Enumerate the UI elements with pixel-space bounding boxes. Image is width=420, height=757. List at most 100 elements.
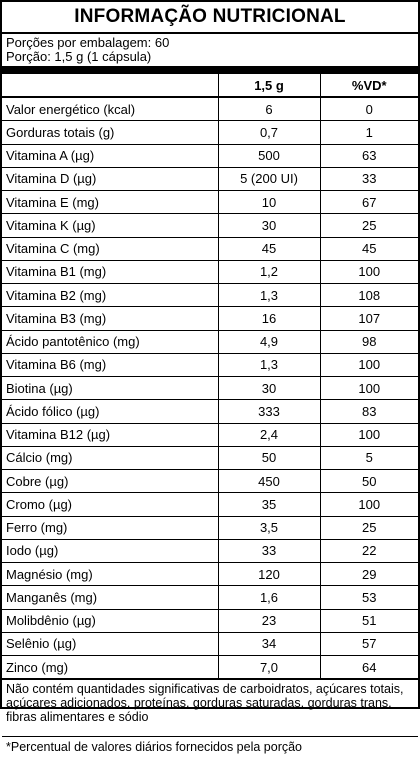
nutrient-dv: 0 bbox=[319, 97, 418, 122]
nutrient-amount: 1,2 bbox=[217, 260, 320, 285]
table-row: Valor energético (kcal) 6 0 bbox=[2, 97, 418, 122]
label-title: INFORMAÇÃO NUTRICIONAL bbox=[74, 6, 346, 27]
nutrient-name: Ferro (mg) bbox=[2, 516, 218, 540]
nutrient-name: Iodo (µg) bbox=[2, 539, 218, 564]
header-dv: %VD* bbox=[319, 74, 418, 98]
nutrient-name: Cromo (µg) bbox=[2, 492, 218, 517]
nutrient-dv: 83 bbox=[319, 399, 418, 424]
nutrient-amount: 333 bbox=[217, 399, 320, 424]
nutrient-dv: 108 bbox=[319, 283, 418, 308]
nutrient-dv: 1 bbox=[319, 120, 418, 145]
nutrient-amount: 50 bbox=[217, 446, 320, 471]
nutrient-dv: 5 bbox=[319, 446, 418, 471]
table-row: Biotina (µg) 30 100 bbox=[2, 376, 418, 401]
nutrient-dv: 100 bbox=[319, 260, 418, 285]
table-header-row: 1,5 g %VD* bbox=[2, 74, 418, 98]
nutrient-amount: 4,9 bbox=[217, 330, 320, 354]
not-significant-note: Não contém quantidades significativas de… bbox=[2, 678, 418, 736]
nutrient-dv: 29 bbox=[319, 562, 418, 587]
nutrient-name: Biotina (µg) bbox=[2, 376, 218, 401]
serving-size: Porção: 1,5 g (1 cápsula) bbox=[6, 49, 152, 64]
nutrient-table: 1,5 g %VD* Valor energético (kcal) 6 0 Gord… bbox=[2, 74, 418, 679]
nutrient-name: Vitamina B1 (mg) bbox=[2, 260, 218, 285]
table-row: Manganês (mg) 1,6 53 bbox=[2, 585, 418, 610]
table-row: Molibdênio (µg) 23 51 bbox=[2, 609, 418, 633]
nutrient-name: Vitamina E (mg) bbox=[2, 190, 218, 215]
nutrient-dv: 100 bbox=[319, 376, 418, 401]
nutrient-dv: 100 bbox=[319, 423, 418, 447]
header-amount: 1,5 g bbox=[217, 74, 320, 98]
dv-footnote: *Percentual de valores diários fornecido… bbox=[2, 736, 418, 757]
nutrient-name: Cálcio (mg) bbox=[2, 446, 218, 471]
table-row: Cálcio (mg) 50 5 bbox=[2, 446, 418, 471]
table-row: Vitamina B6 (mg) 1,3 100 bbox=[2, 353, 418, 378]
nutrient-name: Zinco (mg) bbox=[6, 659, 69, 675]
table-row: Gorduras totais (g) 0,7 1 bbox=[2, 120, 418, 145]
nutrient-name: Vitamina B2 (mg) bbox=[2, 283, 218, 308]
nutrient-dv: 53 bbox=[319, 585, 418, 610]
nutrient-amount: 30 bbox=[217, 213, 320, 238]
nutrient-amount: 0,7 bbox=[217, 120, 320, 145]
nutrient-name: Valor energético (kcal) bbox=[2, 97, 218, 122]
header-blank bbox=[2, 74, 218, 98]
table-row: Zinco (mg) 7,0 64 bbox=[2, 655, 418, 679]
table-row: Selênio (µg) 34 57 bbox=[2, 632, 418, 657]
nutrient-dv: 33 bbox=[319, 167, 418, 192]
table-row: Vitamina B3 (mg) 16 107 bbox=[2, 306, 418, 331]
nutrient-name: Vitamina B6 (mg) bbox=[2, 353, 218, 378]
nutrient-amount: 1,3 bbox=[217, 283, 320, 308]
nutrient-dv: 57 bbox=[319, 632, 418, 657]
nutrient-amount: 120 bbox=[217, 562, 320, 587]
table-row: Vitamina E (mg) 10 67 bbox=[2, 190, 418, 215]
nutrient-amount: 16 bbox=[217, 306, 320, 331]
nutrient-dv: 64 bbox=[319, 655, 418, 679]
table-row: Iodo (µg) 33 22 bbox=[2, 539, 418, 564]
nutrient-amount: 34 bbox=[217, 632, 320, 657]
nutrient-name: Vitamina B12 (µg) bbox=[2, 423, 218, 447]
nutrient-amount: 10 bbox=[217, 190, 320, 215]
nutrient-dv: 51 bbox=[319, 609, 418, 633]
nutrient-amount: 33 bbox=[217, 539, 320, 564]
nutrient-amount: 5 (200 UI) bbox=[217, 167, 320, 192]
nutrient-amount: 45 bbox=[217, 237, 320, 261]
table-row: Vitamina K (µg) 30 25 bbox=[2, 213, 418, 238]
nutrient-dv: 98 bbox=[319, 330, 418, 354]
table-row: Vitamina B12 (µg) 2,4 100 bbox=[2, 423, 418, 447]
nutrient-amount: 23 bbox=[217, 609, 320, 633]
nutrient-name: Cobre (µg) bbox=[2, 469, 218, 494]
nutrient-name: Selênio (µg) bbox=[2, 632, 218, 657]
table-row: Magnésio (mg) 120 29 bbox=[2, 562, 418, 587]
table-row: Vitamina C (mg) 45 45 bbox=[2, 237, 418, 261]
table-row: Vitamina B1 (mg) 1,2 100 bbox=[2, 260, 418, 285]
nutrient-dv: 63 bbox=[319, 144, 418, 168]
table-row: Ácido pantotênico (mg) 4,9 98 bbox=[2, 330, 418, 354]
nutrient-name: Ácido fólico (µg) bbox=[2, 399, 218, 424]
thick-divider bbox=[2, 66, 418, 74]
nutrient-dv: 100 bbox=[319, 492, 418, 517]
nutrient-amount: 35 bbox=[217, 492, 320, 517]
nutrient-name: Vitamina B3 (mg) bbox=[2, 306, 218, 331]
nutrient-name: Gorduras totais (g) bbox=[2, 120, 218, 145]
table-row: Ácido fólico (µg) 333 83 bbox=[2, 399, 418, 424]
nutrient-name: Ácido pantotênico (mg) bbox=[2, 330, 218, 354]
nutrient-name: Vitamina K (µg) bbox=[2, 213, 218, 238]
table-row: Vitamina D (µg) 5 (200 UI) 33 bbox=[2, 167, 418, 192]
nutrient-name: Vitamina A (µg) bbox=[2, 144, 218, 168]
nutrient-dv: 100 bbox=[319, 353, 418, 378]
nutrient-amount: 1,6 bbox=[217, 585, 320, 610]
table-row: Cobre (µg) 450 50 bbox=[2, 469, 418, 494]
nutrient-dv: 107 bbox=[319, 306, 418, 331]
nutrient-amount: 3,5 bbox=[217, 516, 320, 540]
nutrient-name: Molibdênio (µg) bbox=[2, 609, 218, 633]
nutrient-dv: 50 bbox=[319, 469, 418, 494]
nutrient-amount: 7,0 bbox=[217, 655, 320, 679]
nutrient-amount: 2,4 bbox=[217, 423, 320, 447]
table-row: Ferro (mg) 3,5 25 bbox=[2, 516, 418, 540]
nutrient-dv: 67 bbox=[319, 190, 418, 215]
table-row: Vitamina B2 (mg) 1,3 108 bbox=[2, 283, 418, 308]
servings-per-package: Porções por embalagem: 60 bbox=[6, 35, 170, 50]
nutrient-dv: 22 bbox=[319, 539, 418, 564]
nutrient-dv: 45 bbox=[319, 237, 418, 261]
table-row: Cromo (µg) 35 100 bbox=[2, 492, 418, 517]
